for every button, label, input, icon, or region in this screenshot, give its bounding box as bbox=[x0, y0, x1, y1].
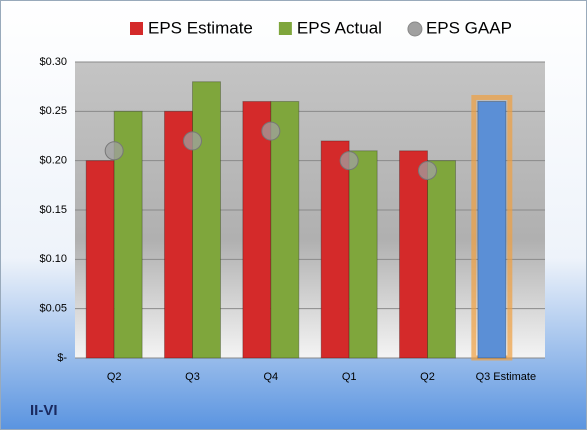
bar bbox=[320, 140, 350, 359]
gaap-marker bbox=[339, 151, 359, 171]
legend-label: EPS Estimate bbox=[148, 18, 253, 37]
legend-label: EPS Actual bbox=[297, 18, 382, 37]
gaap-marker bbox=[183, 131, 202, 151]
bar bbox=[242, 100, 272, 359]
gaap-marker bbox=[418, 161, 437, 181]
x-tick-label: Q2 bbox=[107, 371, 122, 383]
y-tick-label: $0.30 bbox=[39, 56, 67, 68]
legend-marker bbox=[407, 21, 423, 37]
x-tick-label: Q4 bbox=[263, 371, 278, 383]
x-tick-label: Q3 bbox=[185, 371, 200, 383]
gaap-marker bbox=[104, 141, 124, 161]
legend-marker bbox=[130, 22, 143, 35]
x-tick-label: Q3 Estimate bbox=[476, 371, 537, 383]
legend-label: EPS GAAP bbox=[426, 18, 512, 37]
company-label: II-VI bbox=[30, 402, 58, 419]
bar bbox=[427, 160, 456, 359]
bar bbox=[164, 110, 193, 359]
x-tick-label: Q1 bbox=[342, 371, 357, 383]
y-tick-label: $- bbox=[57, 352, 67, 364]
bar bbox=[85, 160, 115, 359]
y-tick-label: $0.25 bbox=[39, 105, 67, 117]
y-tick-label: $0.20 bbox=[39, 155, 67, 167]
legend-marker bbox=[278, 22, 292, 35]
x-tick-label: Q2 bbox=[420, 371, 435, 383]
y-tick-label: $0.05 bbox=[39, 303, 67, 315]
bar bbox=[399, 150, 428, 359]
bar bbox=[348, 150, 378, 359]
bar bbox=[192, 81, 221, 359]
gaap-marker bbox=[261, 121, 281, 141]
y-tick-label: $0.10 bbox=[39, 253, 67, 265]
bar bbox=[270, 100, 300, 359]
y-tick-label: $0.15 bbox=[39, 204, 67, 216]
bar bbox=[477, 100, 507, 359]
